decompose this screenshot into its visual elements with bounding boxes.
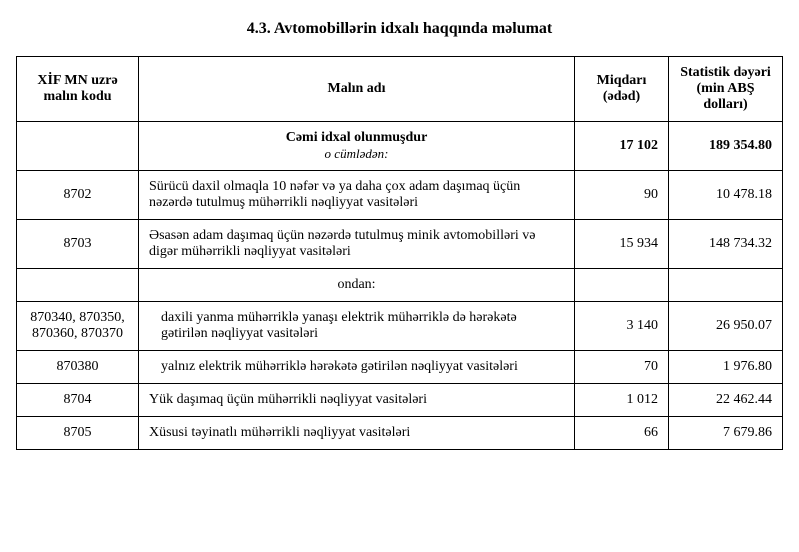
row-name: yalnız elektrik mühərriklə hərəkətə gəti… — [139, 351, 575, 384]
table-row: 8705 Xüsusi təyinatlı mühərrikli nəqliyy… — [17, 417, 783, 450]
section-title: 4.3. Avtomobillərin idxalı haqqında məlu… — [16, 20, 783, 38]
subhead-row: ondan: — [17, 269, 783, 302]
header-row: XİF MN uzrə malın kodu Malın adı Miqdarı… — [17, 57, 783, 122]
row-value: 10 478.18 — [669, 171, 783, 220]
row-qty: 1 012 — [575, 384, 669, 417]
row-qty: 66 — [575, 417, 669, 450]
row-code: 8702 — [17, 171, 139, 220]
table-row: 870380 yalnız elektrik mühərriklə hərəkə… — [17, 351, 783, 384]
row-code: 8703 — [17, 220, 139, 269]
table-row: 870340, 870350, 870360, 870370 daxili ya… — [17, 302, 783, 351]
row-code: 870340, 870350, 870360, 870370 — [17, 302, 139, 351]
header-value: Statistik dəyəri (min ABŞ dolları) — [669, 57, 783, 122]
row-value: 22 462.44 — [669, 384, 783, 417]
row-code: 8705 — [17, 417, 139, 450]
row-name: Xüsusi təyinatlı mühərrikli nəqliyyat va… — [139, 417, 575, 450]
row-qty: 15 934 — [575, 220, 669, 269]
row-qty: 3 140 — [575, 302, 669, 351]
subhead-value — [669, 269, 783, 302]
total-label: Cəmi idxal olunmuşdur — [286, 130, 428, 145]
table-row: 8704 Yük daşımaq üçün mühərrikli nəqliyy… — [17, 384, 783, 417]
row-qty: 70 — [575, 351, 669, 384]
header-code: XİF MN uzrə malın kodu — [17, 57, 139, 122]
header-qty: Miqdarı (ədəd) — [575, 57, 669, 122]
row-qty: 90 — [575, 171, 669, 220]
row-value: 1 976.80 — [669, 351, 783, 384]
header-name: Malın adı — [139, 57, 575, 122]
row-value: 7 679.86 — [669, 417, 783, 450]
table-row: 8703 Əsasən adam daşımaq üçün nəzərdə tu… — [17, 220, 783, 269]
total-sublabel: o cümlədən: — [149, 146, 564, 162]
table-row: 8702 Sürücü daxil olmaqla 10 nəfər və ya… — [17, 171, 783, 220]
row-name: daxili yanma mühərriklə yanaşı elektrik … — [139, 302, 575, 351]
row-code: 8704 — [17, 384, 139, 417]
row-value: 26 950.07 — [669, 302, 783, 351]
row-name: Əsasən adam daşımaq üçün nəzərdə tutulmu… — [139, 220, 575, 269]
import-table: XİF MN uzrə malın kodu Malın adı Miqdarı… — [16, 56, 783, 450]
subhead-code — [17, 269, 139, 302]
row-name: Sürücü daxil olmaqla 10 nəfər və ya daha… — [139, 171, 575, 220]
total-code — [17, 122, 139, 171]
row-name: Yük daşımaq üçün mühərrikli nəqliyyat va… — [139, 384, 575, 417]
subhead-label: ondan: — [139, 269, 575, 302]
total-name: Cəmi idxal olunmuşdur o cümlədən: — [139, 122, 575, 171]
row-value: 148 734.32 — [669, 220, 783, 269]
total-row: Cəmi idxal olunmuşdur o cümlədən: 17 102… — [17, 122, 783, 171]
subhead-qty — [575, 269, 669, 302]
total-qty: 17 102 — [575, 122, 669, 171]
total-value: 189 354.80 — [669, 122, 783, 171]
row-code: 870380 — [17, 351, 139, 384]
